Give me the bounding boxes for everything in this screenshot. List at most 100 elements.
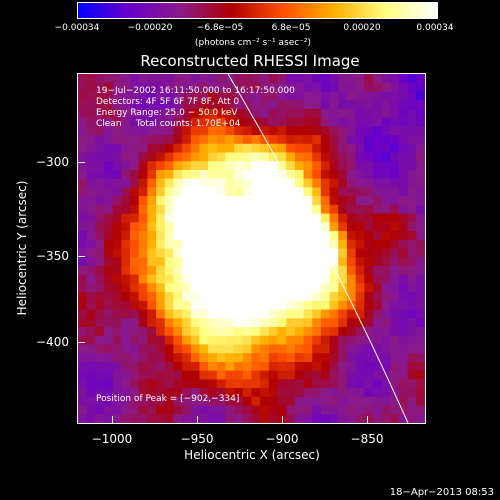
heatmap-cell [346,178,357,189]
heatmap-cell [164,344,175,354]
heatmap-cell [260,108,270,119]
heatmap-cell [329,353,339,363]
heatmap-cell [346,353,357,363]
heatmap-cell [338,353,348,363]
heatmap-cell [208,353,218,363]
heatmap-cell [260,231,270,241]
heatmap-cell [156,126,166,136]
heatmap-cell [130,353,140,363]
heatmap-cell [208,91,218,101]
heatmap-cell [407,187,417,197]
heatmap-cell [164,379,175,389]
heatmap-cell [277,388,287,398]
heatmap-cell [372,265,383,276]
heatmap-cell [260,300,270,311]
heatmap-cell [138,327,149,337]
heatmap-cell [277,353,287,363]
heatmap-cell [112,257,122,267]
heatmap-cell [251,335,261,346]
heatmap-cell [346,126,357,136]
heatmap-cell [86,396,96,407]
heatmap-cell [95,265,105,276]
heatmap-cell [320,414,331,423]
heatmap-cell [121,204,131,215]
heatmap-cell [260,239,270,250]
heatmap-cell [277,100,287,110]
heatmap-cell [251,274,261,284]
heatmap-cell [338,135,348,145]
heatmap-cell [234,414,244,423]
heatmap-cell [216,353,227,363]
heatmap-cell [190,361,201,372]
heatmap-cell [329,222,339,232]
heatmap-cell [381,100,391,110]
heatmap-cell [147,204,157,215]
heatmap-cell [156,335,166,346]
heatmap-cell [251,318,261,328]
heatmap-cell [320,248,331,258]
heatmap-cell [407,274,417,284]
heatmap-cell [216,248,227,258]
heatmap-cell [208,292,218,302]
y-tick-label: −300 [36,155,69,169]
heatmap-cell [112,405,122,415]
heatmap-cell [320,388,331,398]
heatmap-cell [138,126,149,136]
heatmap-cell [78,396,88,407]
heatmap-cell [138,187,149,197]
heatmap-cell [364,300,374,311]
heatmap-cell [398,396,409,407]
heatmap-cell [138,204,149,215]
heatmap-cell [312,292,322,302]
heatmap-cell [398,169,409,180]
heatmap-cell [78,388,88,398]
heatmap-cell [294,318,305,328]
heatmap-cell [173,161,183,171]
heatmap-cell [234,74,244,84]
heatmap-cell [112,108,122,119]
heatmap-cell [390,370,400,380]
heatmap-cell [147,327,157,337]
heatmap-cell [338,309,348,319]
heatmap-cell [390,100,400,110]
heatmap-cell [164,300,175,311]
heatmap-cell [95,292,105,302]
heatmap-cell [320,222,331,232]
heatmap-cell [277,82,287,93]
heatmap-cell [320,213,331,223]
heatmap-cell [320,74,331,84]
heatmap-cell [346,300,357,311]
heatmap-cell [147,196,157,206]
heatmap-cell [147,74,157,84]
heatmap-cell [86,187,96,197]
heatmap-cell [242,213,253,223]
heatmap-cell [364,143,374,154]
heatmap-cell [138,74,149,84]
heatmap-cell [294,178,305,189]
heatmap-cell [286,379,296,389]
heatmap-cell [268,388,279,398]
heatmap-cell [199,344,209,354]
heatmap-cell [121,292,131,302]
heatmap-cell [147,257,157,267]
heatmap-cell [156,74,166,84]
heatmap-cell [242,379,253,389]
heatmap-cell [164,239,175,250]
heatmap-cell [164,274,175,284]
heatmap-cell [86,309,96,319]
heatmap-cell [338,300,348,311]
heatmap-cell [329,248,339,258]
heatmap-cell [355,152,365,162]
heatmap-cell [286,187,296,197]
heatmap-cell [277,248,287,258]
heatmap-cell [260,309,270,319]
heatmap-cell [381,117,391,127]
heatmap-cell [156,178,166,189]
heatmap-cell [364,292,374,302]
heatmap-cell [355,335,365,346]
heatmap-cell [156,292,166,302]
heatmap-cell [294,135,305,145]
heatmap-cell [346,187,357,197]
heatmap-cell [294,344,305,354]
heatmap-cell [121,396,131,407]
